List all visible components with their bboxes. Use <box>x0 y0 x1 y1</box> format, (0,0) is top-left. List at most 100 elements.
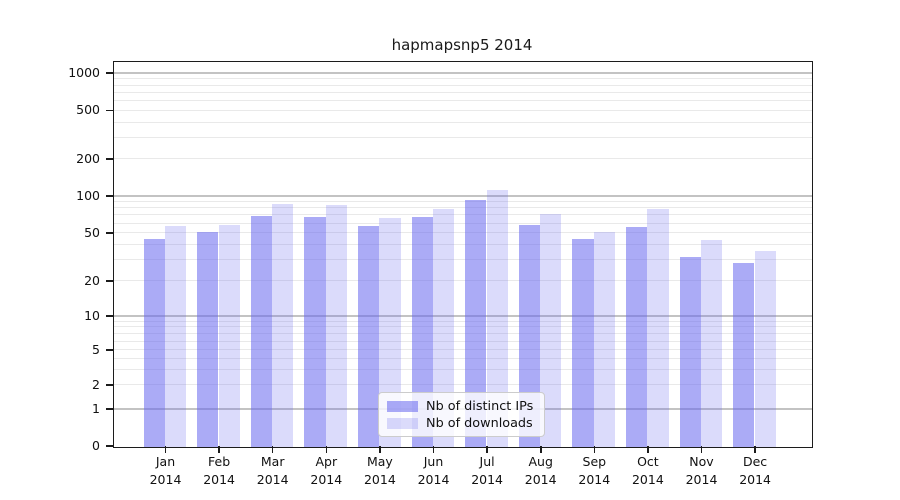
bar-distinct-ips <box>250 216 273 447</box>
legend-swatch-distinct-ips <box>387 401 418 412</box>
legend-row-distinct-ips: Nb of distinct IPs <box>387 398 535 415</box>
x-axis-month-label: Dec 2014 <box>723 453 787 488</box>
bar-downloads <box>700 240 723 447</box>
gridline-minor <box>114 158 812 160</box>
gridline-major <box>114 195 812 197</box>
bar-downloads <box>754 251 776 447</box>
bar-distinct-ips <box>518 224 541 447</box>
x-axis-tick-mark <box>164 446 167 453</box>
bar-distinct-ips <box>304 216 326 447</box>
y-axis-tick-label: 1000 <box>68 64 100 80</box>
x-axis-tick-mark <box>325 446 328 453</box>
x-axis-tick-mark <box>540 446 542 453</box>
month-name: Mar <box>260 454 285 469</box>
y-axis-tick-label: 20 <box>84 272 100 288</box>
y-axis-tick-mark <box>105 280 113 282</box>
x-axis-tick-mark <box>593 446 595 453</box>
gridline-minor <box>114 136 812 138</box>
bar-downloads <box>647 208 669 447</box>
x-axis-month-label: Sep 2014 <box>562 453 626 488</box>
month-year: 2014 <box>149 471 182 487</box>
bar-distinct-ips <box>733 262 755 447</box>
bar-distinct-ips <box>679 257 701 447</box>
y-axis-tick-label: 10 <box>84 307 100 323</box>
gridline-major <box>114 315 812 317</box>
bar-downloads <box>593 232 616 447</box>
month-year: 2014 <box>685 471 718 487</box>
gridline-minor <box>114 259 812 261</box>
x-axis-tick-mark <box>647 446 649 453</box>
bar-downloads <box>486 190 508 447</box>
y-axis-tick-mark <box>105 408 113 410</box>
y-axis-tick-label: 200 <box>76 150 100 166</box>
legend-row-downloads: Nb of downloads <box>387 415 535 432</box>
gridline-minor <box>114 84 812 86</box>
x-axis-month-label: Jun 2014 <box>402 453 466 488</box>
gridline-minor <box>114 121 812 123</box>
x-axis-tick-mark <box>379 446 381 453</box>
month-year: 2014 <box>471 471 503 487</box>
x-axis-tick-mark <box>432 446 435 453</box>
y-axis-tick-mark <box>105 158 113 160</box>
month-year: 2014 <box>739 471 771 487</box>
month-name: Jul <box>479 454 495 469</box>
gridline-minor <box>114 320 812 322</box>
gridline-minor <box>114 201 812 202</box>
x-axis-month-label: Nov 2014 <box>670 453 734 488</box>
x-axis-month-label: May 2014 <box>348 453 412 488</box>
gridline-minor <box>114 384 812 386</box>
gridline-minor <box>114 326 812 328</box>
bar-downloads <box>272 204 294 447</box>
month-name: Oct <box>637 454 659 469</box>
y-axis-tick-label: 50 <box>84 224 100 240</box>
y-axis-tick-label: 2 <box>92 376 100 392</box>
bar-distinct-ips <box>143 239 165 447</box>
gridline-minor <box>114 91 812 93</box>
legend-label-downloads: Nb of downloads <box>426 416 533 431</box>
chart-title: hapmapsnp5 2014 <box>391 36 533 54</box>
gridline-minor <box>114 280 812 282</box>
y-axis-tick-mark <box>105 315 113 317</box>
gridline-minor <box>114 332 812 334</box>
gridline-minor <box>114 100 812 101</box>
y-axis-tick-mark <box>105 349 113 351</box>
x-axis-tick-mark <box>486 446 488 453</box>
bar-downloads <box>218 224 240 447</box>
x-axis-month-label: Jul 2014 <box>455 453 519 488</box>
y-axis-tick-label: 0 <box>92 437 100 453</box>
month-year: 2014 <box>417 471 450 487</box>
bar-downloads <box>432 208 455 447</box>
gridline-minor <box>114 78 812 80</box>
gridline-minor <box>114 109 812 111</box>
y-axis-tick-mark <box>105 232 113 234</box>
x-axis-tick-mark <box>700 446 703 453</box>
month-year: 2014 <box>256 471 289 487</box>
gridline-minor <box>114 222 812 224</box>
month-name: Jan <box>155 454 176 469</box>
x-axis-tick-mark <box>754 446 756 453</box>
bar-distinct-ips <box>625 227 648 447</box>
y-axis-tick-mark <box>105 109 113 112</box>
legend: Nb of distinct IPs Nb of downloads <box>378 392 545 437</box>
month-year: 2014 <box>203 471 235 487</box>
bar-distinct-ips <box>357 226 380 447</box>
gridline-minor <box>114 368 812 370</box>
month-name: Nov <box>689 454 714 469</box>
gridline-minor <box>114 244 812 246</box>
x-axis-month-label: Apr 2014 <box>294 453 358 488</box>
bar-downloads <box>379 218 401 447</box>
bar-distinct-ips <box>197 232 219 447</box>
x-axis-month-label: Oct 2014 <box>616 453 680 488</box>
legend-label-distinct-ips: Nb of distinct IPs <box>426 399 534 414</box>
gridline-major <box>114 72 812 74</box>
gridline-minor <box>114 214 812 216</box>
gridline-minor <box>114 349 812 351</box>
y-axis-tick-label: 5 <box>92 341 100 357</box>
y-axis-tick-label: 1 <box>92 400 100 416</box>
gridline-minor <box>114 207 812 209</box>
gridline-minor <box>114 232 812 234</box>
y-axis-tick-mark <box>105 195 113 197</box>
y-axis-tick-mark <box>105 445 113 447</box>
legend-swatch-downloads <box>387 418 418 429</box>
